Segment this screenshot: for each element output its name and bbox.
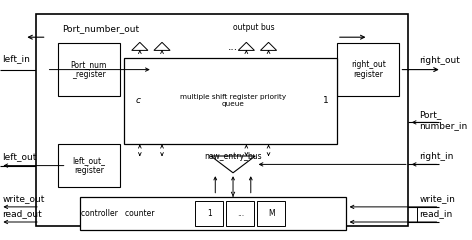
Text: M: M	[268, 209, 275, 218]
Text: multiple shift register priority
queue: multiple shift register priority queue	[180, 94, 286, 107]
Bar	[195, 201, 223, 226]
Text: left_out: left_out	[2, 152, 37, 161]
Text: c: c	[136, 96, 141, 105]
Text: 1: 1	[322, 96, 328, 105]
Text: left_out_
register: left_out_ register	[72, 156, 105, 175]
Bar	[58, 43, 120, 96]
Text: right_in: right_in	[420, 152, 454, 161]
Text: read_out: read_out	[2, 209, 42, 218]
Bar	[227, 201, 254, 226]
Text: Port_
number_in: Port_ number_in	[420, 110, 468, 130]
Text: right_out: right_out	[420, 56, 460, 65]
Text: right_out
register: right_out register	[351, 60, 386, 79]
Text: left_in: left_in	[2, 55, 30, 64]
Bar	[35, 14, 408, 226]
Text: output bus: output bus	[233, 24, 275, 32]
Bar	[80, 197, 346, 230]
Text: write_in: write_in	[420, 194, 455, 203]
Text: controller   counter: controller counter	[81, 209, 154, 218]
Bar	[257, 201, 286, 226]
Text: ...: ...	[228, 42, 238, 52]
Text: Port_num
_register: Port_num _register	[71, 60, 107, 79]
Bar	[58, 144, 120, 187]
Text: write_out: write_out	[2, 194, 44, 203]
Bar	[337, 43, 399, 96]
Bar	[124, 58, 337, 144]
Text: Port_number_out: Port_number_out	[62, 24, 139, 33]
Text: read_in: read_in	[420, 209, 453, 218]
Text: ...: ...	[237, 209, 244, 218]
Text: new_entry_bus: new_entry_bus	[204, 152, 262, 162]
Text: 1: 1	[207, 209, 211, 218]
